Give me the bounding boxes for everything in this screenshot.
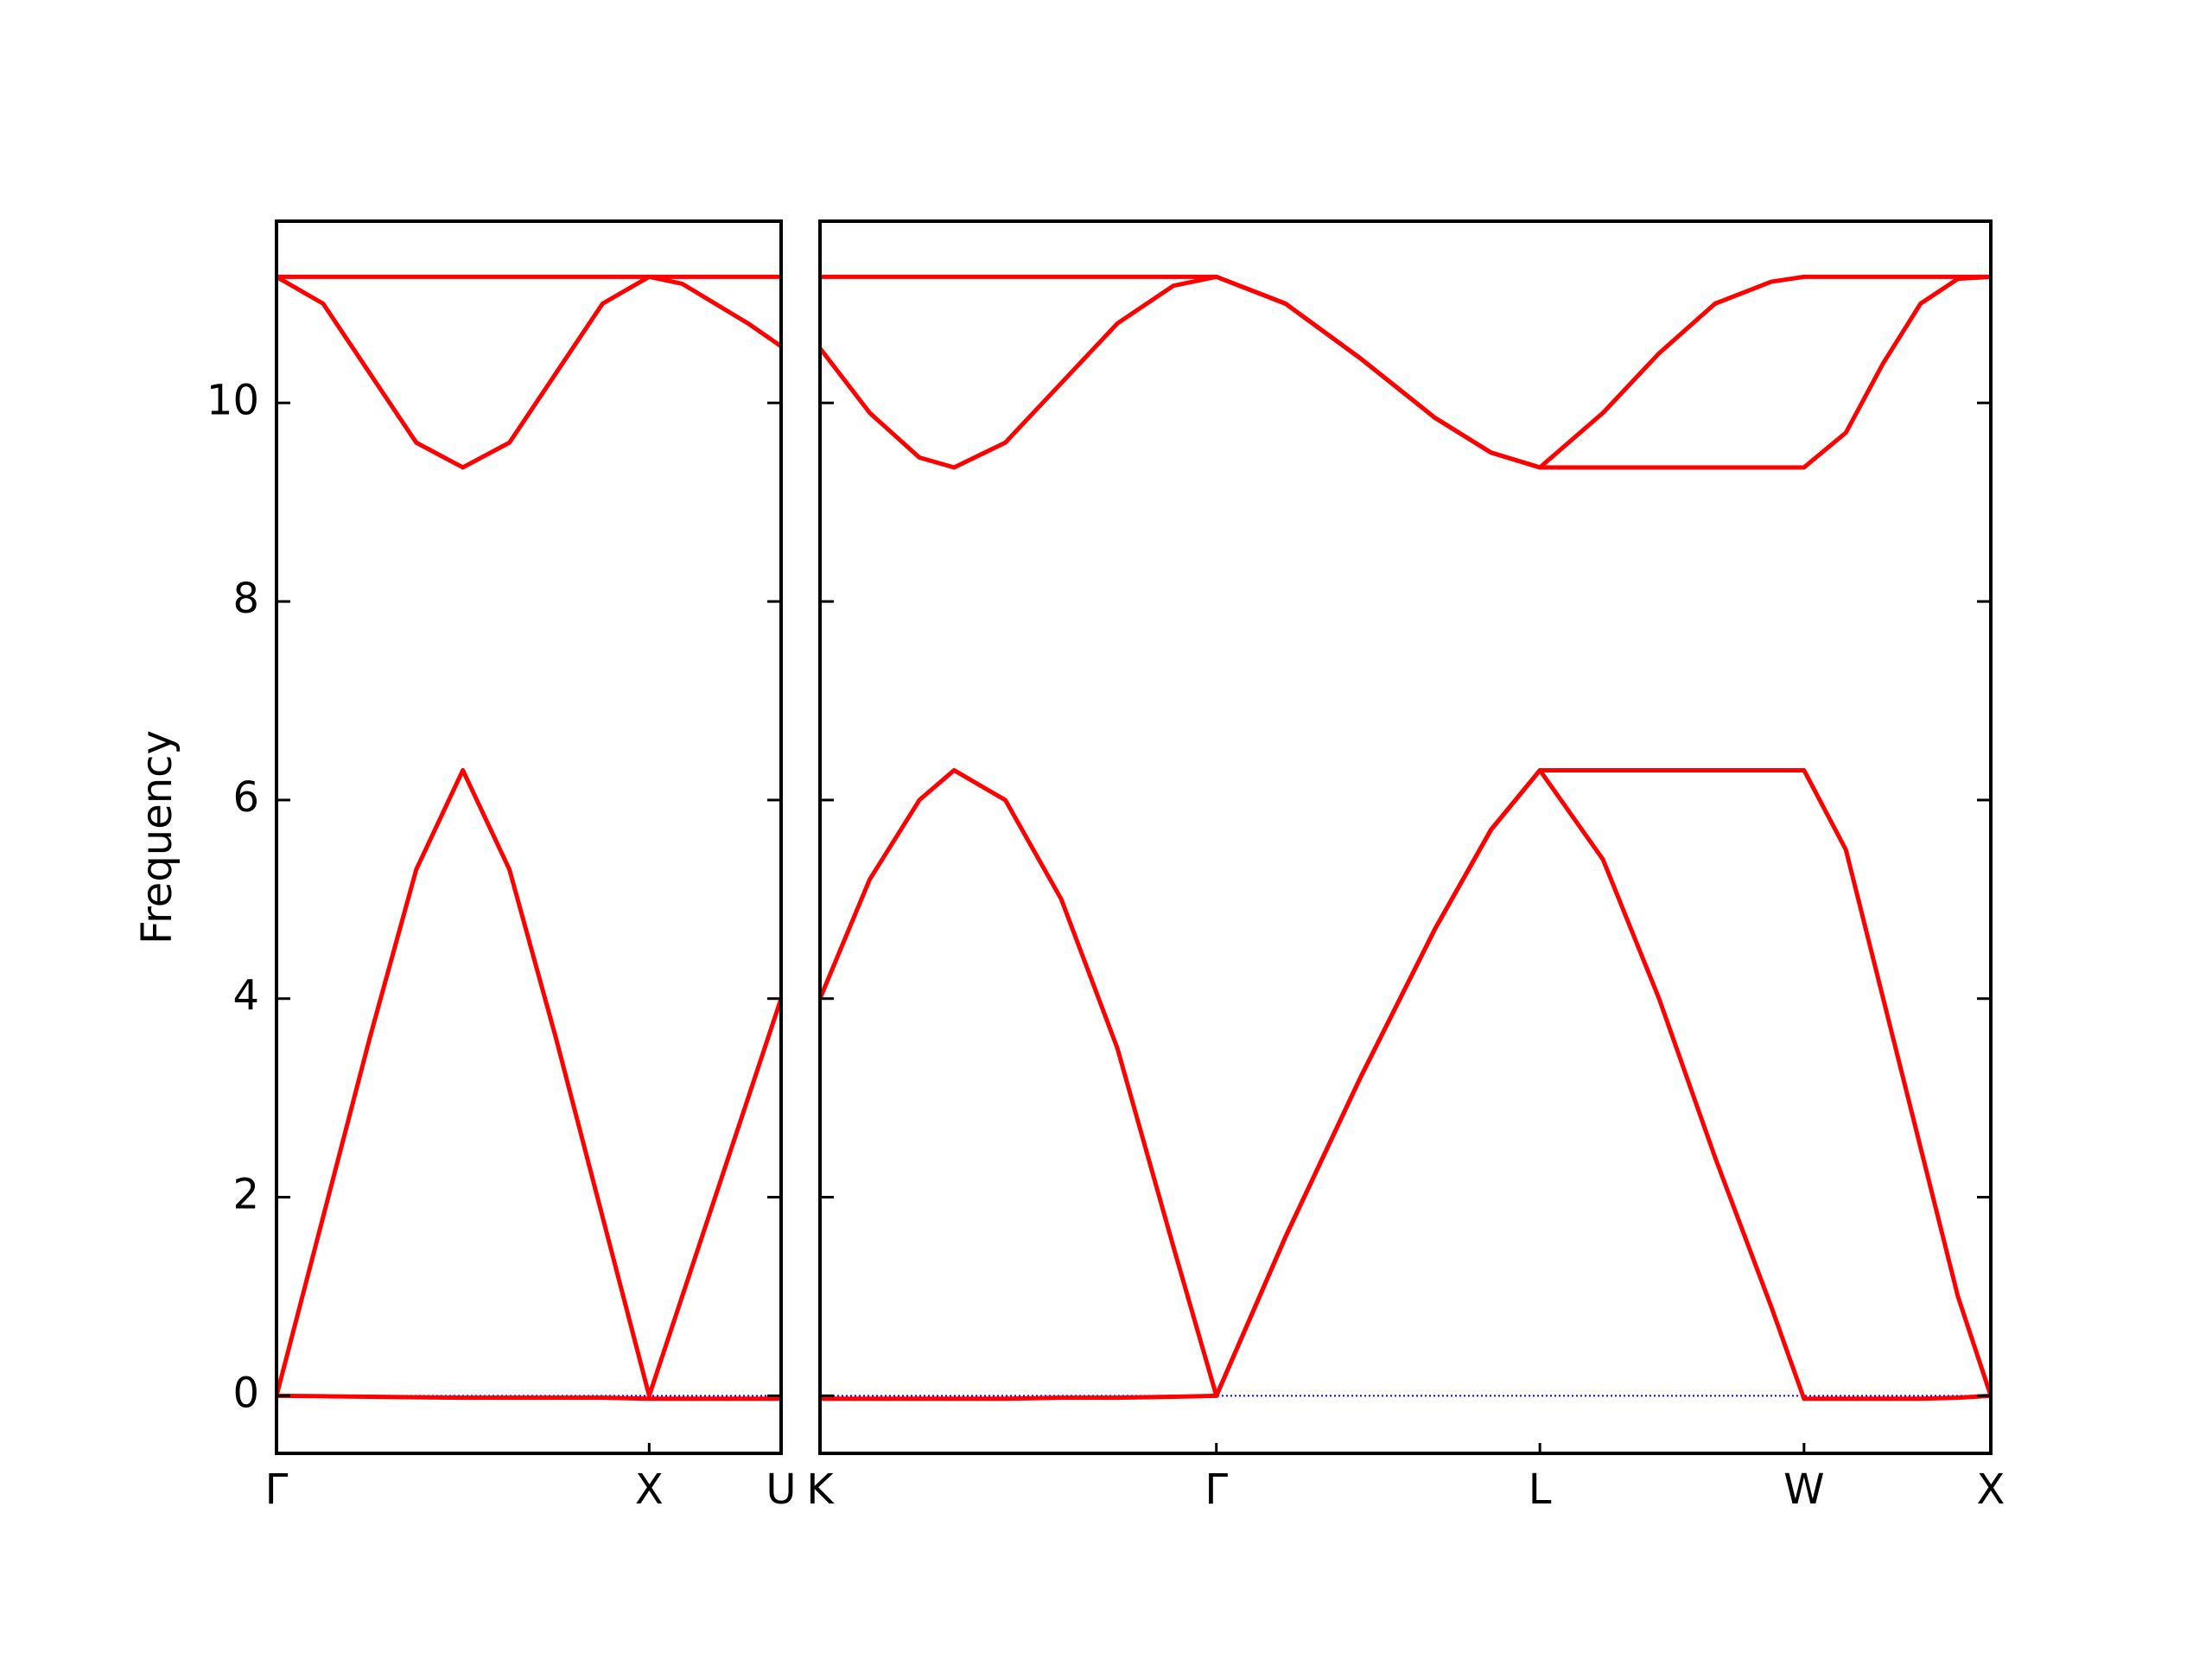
y-tick-label: 0 xyxy=(232,1369,259,1417)
x-tick-label: X xyxy=(1977,1465,2005,1514)
band-line xyxy=(276,274,781,470)
x-tick-label: W xyxy=(1783,1465,1824,1514)
x-tick-label: Γ xyxy=(265,1465,289,1514)
y-tick-label: 10 xyxy=(207,376,259,424)
band-line xyxy=(820,767,1991,1398)
axes-frame xyxy=(275,219,783,1455)
x-tick-label: X xyxy=(635,1465,664,1514)
x-tick-label: L xyxy=(1529,1465,1552,1514)
y-tick-label: 4 xyxy=(232,972,259,1020)
band-line xyxy=(276,767,781,1398)
x-tick-label: K xyxy=(806,1465,835,1514)
band-line xyxy=(820,274,1991,470)
x-tick-label: U xyxy=(766,1465,796,1514)
y-axis-label: Frequency xyxy=(133,730,181,944)
band-line xyxy=(820,274,1991,470)
y-tick-label: 8 xyxy=(232,575,259,623)
x-tick-label: Γ xyxy=(1205,1465,1228,1514)
y-tick-label: 6 xyxy=(232,773,259,822)
axes-frame xyxy=(818,219,1993,1455)
y-tick-label: 2 xyxy=(232,1171,259,1219)
band-line xyxy=(820,767,1991,1402)
band-line xyxy=(276,1393,781,1402)
